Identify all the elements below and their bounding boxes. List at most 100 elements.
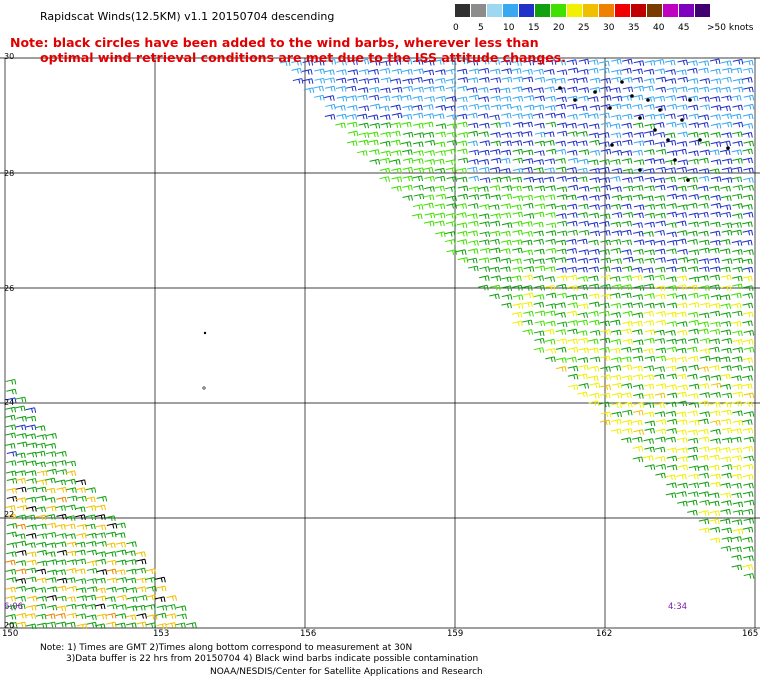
wind-barb	[655, 347, 667, 354]
wind-barb	[688, 276, 700, 283]
wind-barb	[125, 614, 137, 621]
wind-barb	[687, 238, 698, 245]
wind-barb	[76, 603, 87, 610]
wind-barb	[358, 69, 370, 75]
wind-barb	[435, 104, 447, 111]
wind-barb	[577, 284, 588, 291]
wind-barb	[655, 105, 666, 111]
wind-barb	[434, 167, 446, 174]
wind-barb	[653, 122, 665, 128]
wind-barb	[455, 249, 467, 255]
wind-barb	[665, 357, 677, 363]
wind-barb	[743, 573, 755, 579]
wind-barb	[391, 176, 403, 182]
wind-barb	[413, 184, 424, 191]
wind-barb	[44, 613, 56, 620]
wind-barb	[720, 303, 732, 309]
wind-barb	[545, 77, 557, 84]
wind-barb	[512, 113, 523, 119]
wind-barb	[677, 447, 688, 453]
wind-barb	[577, 130, 588, 137]
wind-barb	[698, 275, 709, 281]
wind-barb	[567, 320, 579, 326]
wind-barb	[699, 104, 711, 110]
wind-barb	[56, 486, 68, 493]
wind-barb	[687, 292, 699, 299]
wind-barb	[710, 87, 721, 93]
wind-barb	[721, 121, 733, 128]
wind-barb	[676, 329, 688, 336]
wind-barb	[136, 577, 147, 584]
wind-barb	[523, 292, 535, 299]
wind-barb	[599, 166, 610, 173]
wind-barb	[435, 123, 447, 129]
wind-barb	[677, 113, 688, 120]
wind-barb	[732, 330, 743, 336]
wind-barb	[599, 249, 610, 255]
wind-barb	[577, 357, 589, 363]
legend-label: 5	[478, 23, 484, 33]
wind-barb	[435, 77, 446, 84]
wind-barb	[688, 356, 699, 362]
contamination-dot	[608, 106, 612, 110]
wind-barb	[14, 603, 26, 610]
wind-barb	[654, 329, 665, 336]
wind-barb	[489, 166, 501, 173]
wind-barb	[655, 148, 667, 155]
wind-barb	[576, 330, 588, 336]
wind-barb	[699, 338, 711, 344]
wind-barb	[85, 594, 97, 601]
legend-swatch	[519, 4, 534, 17]
wind-barb	[86, 540, 97, 547]
wind-barb	[622, 401, 633, 408]
wind-barb	[666, 193, 678, 200]
wind-barb	[423, 113, 435, 119]
wind-barb	[611, 212, 623, 218]
wind-barb	[65, 550, 77, 557]
wind-barb	[666, 222, 677, 228]
wind-barb	[600, 184, 612, 191]
wind-barb	[501, 285, 513, 291]
wind-barb	[567, 67, 579, 74]
wind-barb	[86, 621, 98, 628]
wind-barb	[732, 104, 743, 111]
wind-barb	[577, 238, 588, 245]
wind-barb	[632, 365, 643, 372]
wind-barb	[556, 176, 567, 182]
wind-barb	[534, 122, 545, 129]
wind-barb	[423, 86, 435, 92]
wind-barb	[643, 438, 655, 444]
lon-label-165: 165	[742, 629, 759, 639]
wind-barb	[544, 69, 555, 75]
wind-barb	[577, 373, 588, 380]
wind-barb	[457, 77, 469, 83]
wind-barb	[358, 132, 370, 138]
wind-barb	[731, 546, 742, 553]
wind-barb	[411, 213, 423, 219]
wind-barb	[699, 78, 711, 84]
wind-barb	[567, 184, 579, 191]
wind-barb	[534, 284, 546, 291]
wind-barb	[534, 76, 546, 83]
wind-barb	[45, 551, 56, 557]
wind-barb	[501, 276, 512, 283]
wind-barb	[444, 148, 456, 155]
wind-barb	[621, 203, 632, 210]
wind-barb	[743, 455, 754, 462]
wind-barb	[555, 257, 567, 263]
wind-barb	[423, 69, 435, 76]
wind-barb	[534, 310, 546, 317]
wind-barb	[35, 587, 47, 593]
wind-barb	[347, 59, 358, 66]
wind-barb	[325, 58, 337, 65]
wind-barb	[743, 140, 755, 147]
wind-barb	[610, 221, 622, 228]
wind-barb	[742, 427, 754, 434]
wind-barb	[743, 167, 754, 174]
wind-barb	[721, 95, 732, 101]
wind-barb	[621, 249, 632, 255]
wind-barb	[621, 284, 633, 290]
wind-barb	[655, 319, 667, 326]
wind-barb	[731, 428, 742, 434]
wind-barb	[698, 481, 710, 488]
